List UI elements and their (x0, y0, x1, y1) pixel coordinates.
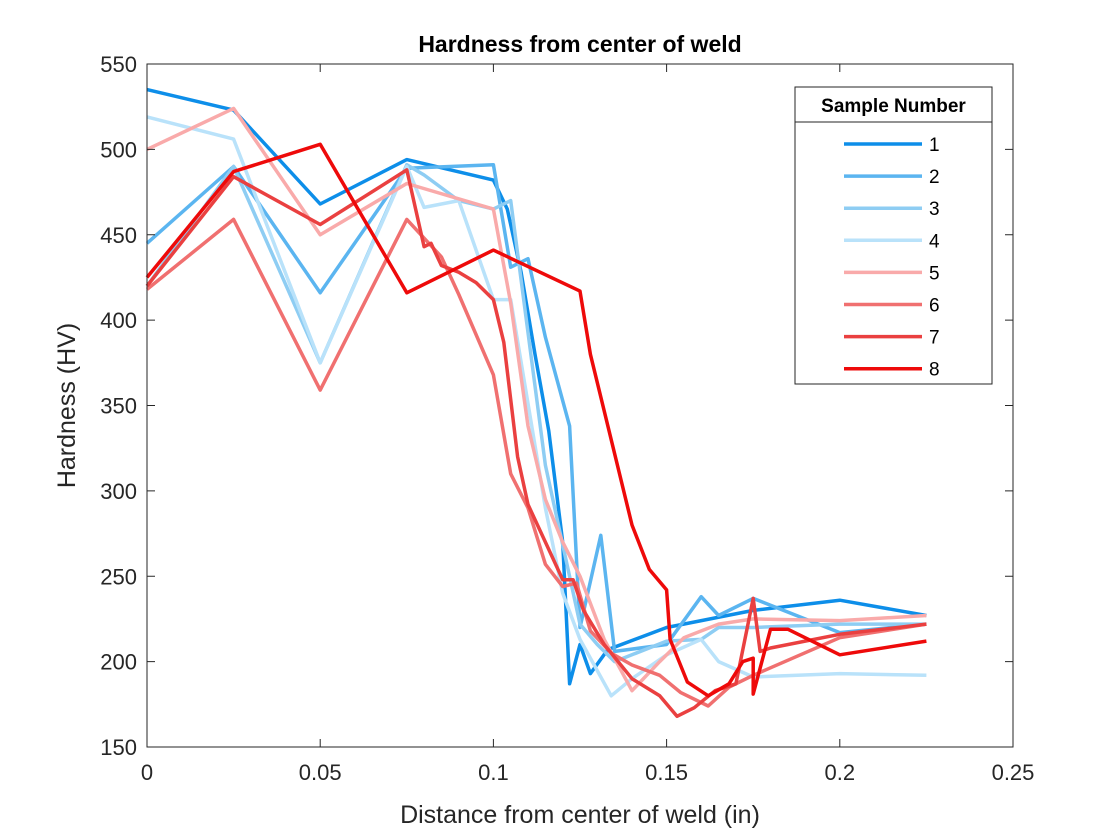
legend: Sample Number 1 2 3 4 5 6 7 8 (794, 86, 993, 385)
series-line-4 (146, 115, 927, 698)
y-tick-label: 200 (100, 650, 137, 675)
y-tick-label: 400 (100, 308, 137, 333)
x-tick-label: 0.2 (825, 760, 856, 785)
legend-title: Sample Number (821, 96, 966, 117)
series-line-7 (145, 168, 927, 719)
legend-label-4: 4 (929, 231, 940, 252)
y-tick-label: 450 (100, 223, 137, 248)
x-tick-label: 0.15 (645, 760, 688, 785)
x-tick-label: 0 (141, 760, 153, 785)
series-line-6 (145, 217, 927, 708)
y-tick-label: 300 (100, 479, 137, 504)
legend-label-6: 6 (929, 296, 940, 317)
series-layer (145, 87, 927, 719)
x-tick-label: 0.05 (299, 760, 342, 785)
y-tick-label: 500 (100, 137, 137, 162)
y-tick-label: 550 (100, 52, 137, 77)
legend-label-1: 1 (929, 135, 940, 156)
chart-title: Hardness from center of weld (418, 31, 741, 57)
legend-label-7: 7 (929, 328, 940, 349)
legend-box (794, 86, 993, 385)
y-tick-label: 150 (100, 735, 137, 760)
legend-items: 1 2 3 4 5 6 7 8 (844, 135, 940, 381)
y-tick-label: 250 (100, 564, 137, 589)
x-tick-label: 0.25 (992, 760, 1035, 785)
legend-label-5: 5 (929, 263, 940, 284)
series-line-5 (146, 106, 927, 693)
legend-label-2: 2 (929, 167, 940, 188)
legend-label-8: 8 (929, 360, 940, 381)
series-line-8 (145, 142, 927, 698)
y-tick-label: 350 (100, 394, 137, 419)
legend-label-3: 3 (929, 199, 940, 220)
y-axis-label: Hardness (HV) (53, 323, 81, 488)
tick-layer: 0 0.05 0.1 0.15 0.2 0.25150200250300350400450… (100, 52, 1034, 785)
x-tick-label: 0.1 (478, 760, 509, 785)
series-line-2 (145, 162, 927, 654)
x-axis-label: Distance from center of weld (in) (400, 801, 760, 829)
